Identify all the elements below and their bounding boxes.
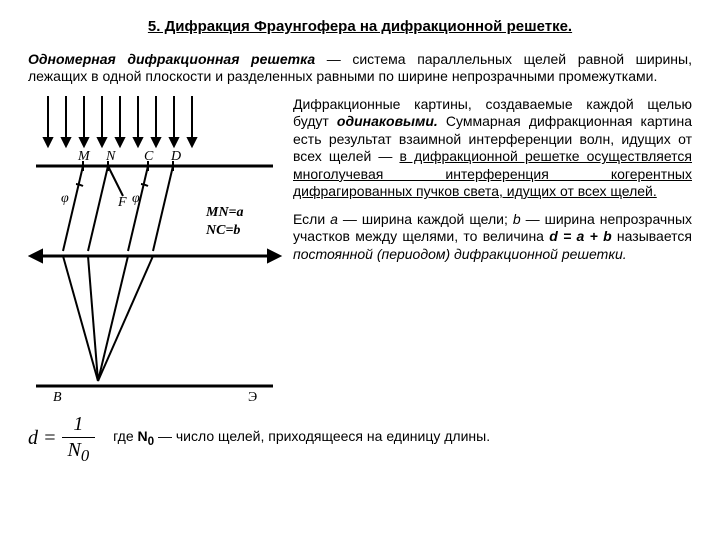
p2-a: Если — [293, 211, 330, 227]
fig-eq2: NC=b — [205, 223, 240, 238]
label-D: D — [170, 149, 181, 164]
p2-c: — ширина каждой щели; — [338, 211, 513, 227]
page-title: 5. Дифракция Фраунгофера на дифракционно… — [28, 18, 692, 37]
intro-paragraph: Одномерная дифракционная решетка — систе… — [28, 51, 692, 86]
label-phi-right: φ — [132, 191, 140, 206]
footer-text: где N0 — число щелей, приходящееся на ед… — [113, 428, 490, 449]
label-N: N — [105, 149, 116, 164]
label-E: Э — [248, 390, 257, 405]
diffraction-diagram: M N C D F φ φ B Э MN=a NC=b — [28, 96, 283, 406]
formula-lhs: d = — [28, 427, 57, 449]
label-M: M — [77, 149, 91, 164]
fig-eq1: MN=a — [205, 205, 244, 220]
formula-num: 1 — [62, 412, 96, 438]
p2-g: называется — [612, 228, 692, 244]
formula-den: N — [68, 439, 81, 461]
paragraph-2: Если a — ширина каждой щели; b — ширина … — [293, 211, 692, 264]
incoming-rays-icon — [44, 96, 196, 146]
text-column: Дифракционные картины, создаваемые каждо… — [293, 96, 692, 406]
footer-c: — число щелей, приходящееся на единицу д… — [154, 428, 490, 444]
paragraph-1: Дифракционные картины, создаваемые каждо… — [293, 96, 692, 201]
content-row: M N C D F φ φ B Э MN=a NC=b Дифракционны… — [28, 96, 692, 406]
formula-sub: 0 — [81, 446, 89, 465]
label-C: C — [144, 149, 154, 164]
label-phi-left: φ — [61, 191, 69, 206]
angle-arc-right — [141, 184, 148, 186]
period-formula: d = 1 N0 — [28, 412, 95, 467]
footer-row: d = 1 N0 где N0 — число щелей, приходяще… — [28, 412, 692, 467]
footer-a: где — [113, 428, 137, 444]
p1-b: одинаковыми. — [337, 113, 438, 129]
p2-b: a — [330, 211, 338, 227]
label-B: B — [53, 390, 62, 405]
p2-d: b — [513, 211, 521, 227]
figure-column: M N C D F φ φ B Э MN=a NC=b — [28, 96, 283, 406]
label-F: F — [117, 195, 127, 210]
p2-f: d = a + b — [549, 228, 611, 244]
footer-b: N — [138, 428, 148, 444]
p2-h: постоянной (периодом) дифракционной реше… — [293, 246, 627, 262]
angle-arc-left — [76, 184, 83, 186]
intro-term: Одномерная дифракционная решетка — [28, 51, 315, 67]
